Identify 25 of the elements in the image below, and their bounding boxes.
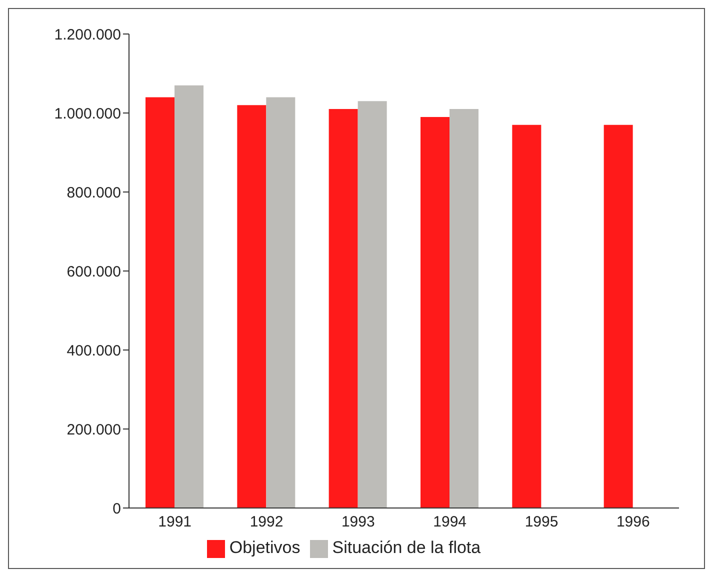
bar [266,97,296,508]
bar [174,85,204,508]
bar [237,105,266,508]
bar [450,109,478,508]
x-tick-label: 1996 [616,514,650,531]
bar [146,97,174,508]
bar [420,116,450,508]
legend-label: Objetivos [229,538,300,557]
bar [604,124,633,508]
bar [328,109,358,508]
y-tick-label: 0 [112,500,121,518]
x-tick-label: 1994 [433,514,467,531]
x-tick-label: 1991 [158,514,192,531]
x-tick-label: 1995 [524,514,558,531]
bar [358,101,387,508]
y-tick-label: 200.000 [66,421,121,438]
x-tick-label: 1992 [250,514,284,531]
y-tick-label: 1.000.000 [54,105,121,122]
legend-label: Situación de la flota [332,538,481,557]
y-tick-label: 1.200.000 [54,26,121,44]
y-tick-label: 600.000 [66,263,121,280]
x-tick-label: 1993 [341,514,375,531]
y-tick-label: 400.000 [66,342,121,360]
y-tick-label: 800.000 [66,184,121,202]
bar [512,124,542,508]
